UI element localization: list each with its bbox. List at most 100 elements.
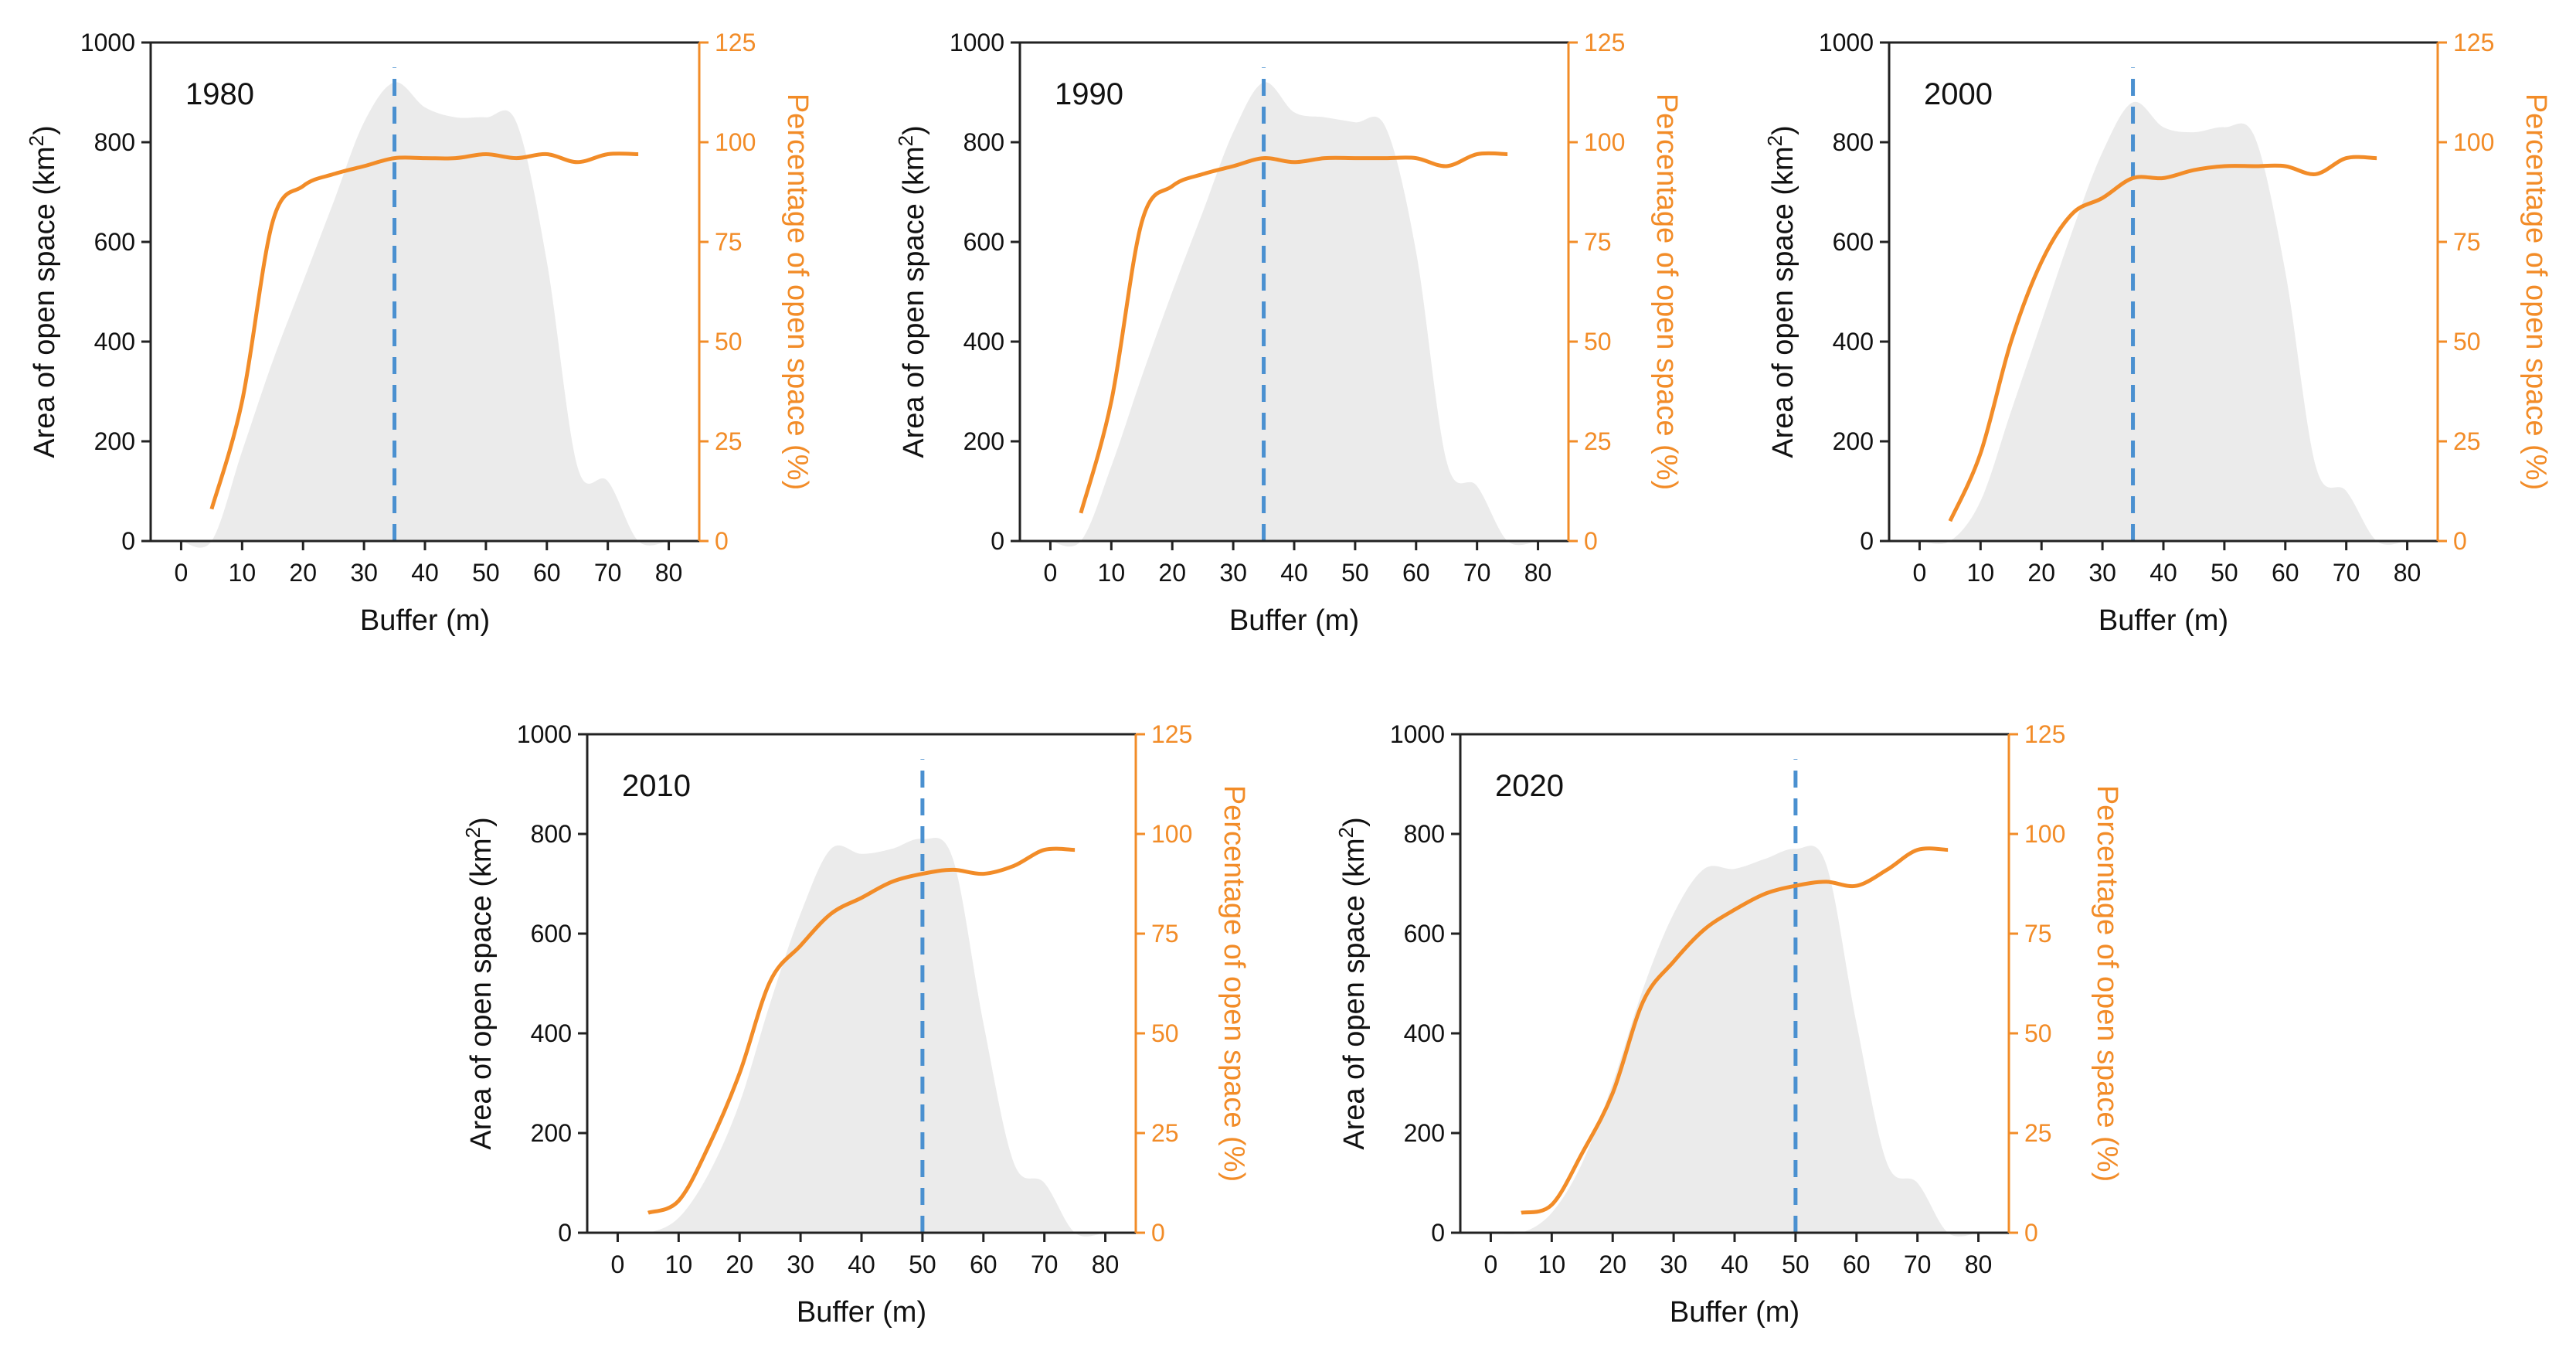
y-left-axis-label-main: Area of open space (km xyxy=(465,838,498,1149)
chart-panel-2010: 0 10 20 30 40 50 60 70 8002004006008001000025507… xyxy=(461,720,1250,1329)
x-axis-label: Buffer (m) xyxy=(1229,604,1359,637)
y-left-tick-label: 0 xyxy=(558,1219,572,1247)
y-right-tick-label: 75 xyxy=(2024,920,2052,948)
open-space-area xyxy=(1490,846,1979,1237)
y-left-tick-label: 400 xyxy=(1404,1019,1445,1047)
open-space-area xyxy=(617,838,1106,1237)
x-tick-label: 60 xyxy=(533,559,561,587)
y-left-tick-label: 600 xyxy=(1404,920,1445,948)
y-right-tick-label: 50 xyxy=(2024,1019,2052,1047)
y-left-axis-label: Area of open space (km2) xyxy=(25,125,61,458)
x-tick-label: 10 xyxy=(1098,559,1126,587)
y-left-tick-label: 0 xyxy=(991,527,1004,555)
y-left-axis-label-end: ) xyxy=(1338,817,1371,827)
x-tick-label: 20 xyxy=(289,559,317,587)
y-right-tick-label: 75 xyxy=(715,228,743,256)
y-left-axis-label-end: ) xyxy=(465,817,498,827)
x-tick-label: 80 xyxy=(2394,559,2421,587)
x-tick-label: 80 xyxy=(655,559,683,587)
x-tick-label: 30 xyxy=(350,559,378,587)
panel-year-label: 1990 xyxy=(1055,77,1123,111)
y-right-tick-label: 25 xyxy=(2453,427,2481,455)
y-left-tick-label: 0 xyxy=(1860,527,1874,555)
y-left-tick-label: 1000 xyxy=(80,29,135,56)
panel-year-label: 2010 xyxy=(622,769,691,803)
x-tick-label: 70 xyxy=(2333,559,2360,587)
y-right-tick-label: 125 xyxy=(2024,720,2065,748)
y-left-axis-label-main: Area of open space (km xyxy=(29,146,61,458)
y-left-axis-label: Area of open space (km2) xyxy=(1334,817,1371,1150)
panel-year-label: 2000 xyxy=(1924,77,1993,111)
y-right-axis-label: Percentage of open space (%) xyxy=(1650,94,1683,490)
y-right-tick-label: 75 xyxy=(1151,920,1179,948)
y-left-tick-label: 400 xyxy=(531,1019,572,1047)
y-left-axis-label-sup: 2 xyxy=(1763,135,1786,146)
y-right-tick-label: 75 xyxy=(1584,228,1612,256)
y-right-tick-label: 50 xyxy=(1151,1019,1179,1047)
x-tick-label: 10 xyxy=(1538,1251,1566,1278)
x-axis-label: Buffer (m) xyxy=(2099,604,2228,637)
x-tick-label: 60 xyxy=(2272,559,2299,587)
chart-panel-2020: 0 10 20 30 40 50 60 70 8002004006008001000025507… xyxy=(1334,720,2123,1329)
y-left-tick-label: 600 xyxy=(94,228,135,256)
y-left-tick-label: 0 xyxy=(121,527,135,555)
y-right-tick-label: 50 xyxy=(715,328,743,356)
y-left-axis-label-main: Area of open space (km xyxy=(898,146,930,458)
y-left-axis-label-end: ) xyxy=(1767,125,1799,135)
y-right-tick-label: 0 xyxy=(2453,527,2467,555)
y-right-tick-label: 75 xyxy=(2453,228,2481,256)
x-tick-label: 0 xyxy=(1044,559,1058,587)
percentage-line xyxy=(209,151,639,510)
x-tick-label: 40 xyxy=(848,1251,875,1278)
y-left-tick-label: 200 xyxy=(963,427,1004,455)
y-right-axis-label: Percentage of open space (%) xyxy=(1218,785,1250,1182)
y-left-tick-label: 1000 xyxy=(1390,720,1445,748)
x-tick-label: 20 xyxy=(1599,1251,1626,1278)
x-tick-label: 0 xyxy=(611,1251,625,1278)
y-right-tick-label: 100 xyxy=(2024,820,2065,848)
y-left-tick-label: 600 xyxy=(963,228,1004,256)
y-left-axis-label-main: Area of open space (km xyxy=(1767,146,1799,458)
y-left-tick-label: 200 xyxy=(1833,427,1874,455)
open-space-area xyxy=(1050,82,1538,547)
y-left-axis-label: Area of open space (km2) xyxy=(1763,125,1799,458)
y-right-tick-label: 25 xyxy=(2024,1119,2052,1147)
y-left-axis-label-end: ) xyxy=(898,125,930,135)
x-tick-label: 80 xyxy=(1524,559,1552,587)
y-left-tick-label: 800 xyxy=(94,128,135,156)
y-left-tick-label: 200 xyxy=(1404,1119,1445,1147)
x-tick-label: 30 xyxy=(787,1251,814,1278)
y-left-tick-label: 400 xyxy=(1833,328,1874,356)
x-axis-label: Buffer (m) xyxy=(360,604,490,637)
x-tick-label: 0 xyxy=(175,559,189,587)
y-left-tick-label: 200 xyxy=(531,1119,572,1147)
y-right-tick-label: 25 xyxy=(715,427,743,455)
y-left-tick-label: 600 xyxy=(531,920,572,948)
x-tick-label: 70 xyxy=(1904,1251,1932,1278)
y-left-axis-label-end: ) xyxy=(29,125,61,135)
x-tick-label: 20 xyxy=(1158,559,1186,587)
y-right-axis-label: Percentage of open space (%) xyxy=(2091,785,2123,1182)
panel-year-label: 1980 xyxy=(185,77,254,111)
x-tick-label: 50 xyxy=(909,1251,936,1278)
y-left-axis-label-main: Area of open space (km xyxy=(1338,838,1371,1149)
y-right-tick-label: 0 xyxy=(1584,527,1598,555)
y-left-tick-label: 200 xyxy=(94,427,135,455)
y-left-tick-label: 800 xyxy=(1833,128,1874,156)
chart-panel-1980: 0 10 20 30 40 50 60 70 8002004006008001000025507… xyxy=(25,29,814,637)
y-left-axis-label: Area of open space (km2) xyxy=(461,817,498,1150)
percentage-line xyxy=(1521,846,1949,1215)
y-right-tick-label: 50 xyxy=(1584,328,1612,356)
y-right-tick-label: 100 xyxy=(2453,128,2494,156)
x-tick-label: 50 xyxy=(472,559,500,587)
x-tick-label: 50 xyxy=(1782,1251,1810,1278)
y-left-tick-label: 1000 xyxy=(517,720,572,748)
x-axis-label: Buffer (m) xyxy=(1670,1296,1799,1329)
x-tick-label: 60 xyxy=(970,1251,997,1278)
y-right-axis-label: Percentage of open space (%) xyxy=(2520,94,2552,490)
x-tick-label: 50 xyxy=(1341,559,1369,587)
y-right-tick-label: 50 xyxy=(2453,328,2481,356)
y-left-axis-label-sup: 2 xyxy=(1334,827,1358,838)
y-left-axis-label-sup: 2 xyxy=(25,135,48,146)
